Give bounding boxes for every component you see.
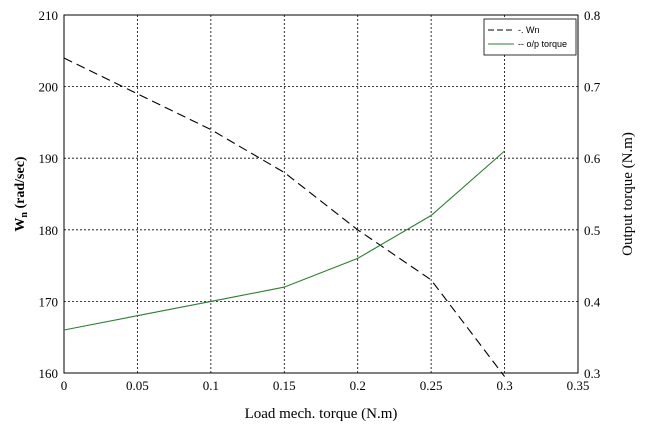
- y-left-label-subscript: n: [19, 212, 30, 218]
- series-line-output-torque: [63, 150, 505, 331]
- y-left-tick-label: 200: [39, 80, 59, 95]
- x-tick-label: 0.15: [273, 378, 296, 393]
- y-left-tick-label: 180: [39, 223, 59, 238]
- x-tick-label: 0.05: [126, 378, 149, 393]
- legend-entry: -. Wn: [518, 25, 540, 35]
- x-tick-label: 0.25: [420, 378, 443, 393]
- x-tick-label: 0.35: [567, 378, 590, 393]
- x-tick-label: 0.2: [350, 378, 366, 393]
- x-tick-label: 0.3: [496, 378, 512, 393]
- legend-box: [483, 18, 577, 56]
- y-axis-left-label: Wn (rad/sec): [13, 156, 30, 231]
- x-tick-label: 0.1: [203, 378, 219, 393]
- y-left-tick-label: 210: [39, 8, 59, 23]
- y-left-tick-label: 190: [39, 151, 59, 166]
- y-right-tick-label: 0.8: [584, 8, 600, 23]
- y-left-label-main: W: [13, 218, 28, 232]
- legend: -. Wn -- o/p torque: [483, 18, 577, 56]
- y-right-tick-label: 0.7: [584, 80, 601, 95]
- y-left-tick-label: 160: [39, 366, 59, 381]
- y-right-tick-label: 0.4: [584, 294, 601, 309]
- legend-entry: -- o/p torque: [518, 39, 567, 49]
- x-tick-label: 0: [61, 378, 68, 393]
- y-axis-right-label: Output torque (N.m): [620, 132, 636, 256]
- y-right-tick-label: 0.6: [584, 151, 601, 166]
- y-left-label-units: (rad/sec): [13, 156, 28, 212]
- series-lines: [63, 57, 506, 377]
- y-right-tick-label: 0.5: [584, 223, 600, 238]
- x-axis-label: Load mech. torque (N.m): [245, 406, 398, 422]
- y-right-tick-label: 0.3: [584, 366, 600, 381]
- axis-ticks: 0 0.05 0.1 0.15 0.2 0.25 0.3 0.3516017018019020…: [39, 8, 601, 393]
- grid-lines: [64, 15, 578, 373]
- y-left-tick-label: 170: [39, 294, 59, 309]
- plot-frame: [63, 14, 579, 374]
